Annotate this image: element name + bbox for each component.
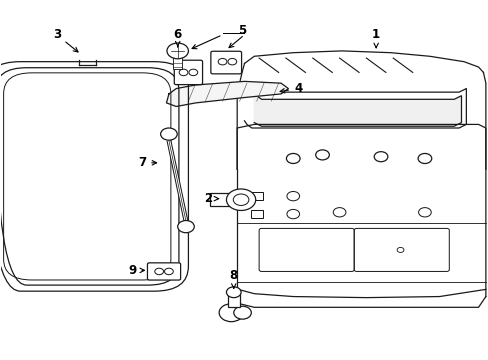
Text: 5: 5 — [238, 24, 245, 37]
Text: 3: 3 — [53, 28, 78, 52]
Circle shape — [166, 43, 188, 59]
Text: 7: 7 — [138, 156, 156, 169]
Text: 8: 8 — [229, 269, 237, 288]
Polygon shape — [254, 94, 461, 126]
Bar — [227, 293, 239, 307]
Text: 1: 1 — [371, 28, 380, 48]
Text: 6: 6 — [173, 28, 182, 47]
Text: 9: 9 — [128, 264, 144, 277]
Bar — [210, 193, 242, 206]
Circle shape — [160, 128, 177, 140]
Circle shape — [233, 306, 251, 319]
Polygon shape — [166, 81, 288, 107]
FancyBboxPatch shape — [174, 60, 202, 85]
Bar — [173, 49, 182, 69]
Bar — [250, 192, 262, 201]
Circle shape — [226, 287, 241, 298]
FancyBboxPatch shape — [147, 263, 180, 280]
Text: 4: 4 — [280, 82, 302, 95]
Text: 2: 2 — [203, 192, 218, 205]
Circle shape — [226, 189, 255, 211]
FancyBboxPatch shape — [210, 51, 241, 74]
Circle shape — [219, 304, 243, 321]
Circle shape — [177, 221, 194, 233]
Bar — [250, 210, 262, 219]
